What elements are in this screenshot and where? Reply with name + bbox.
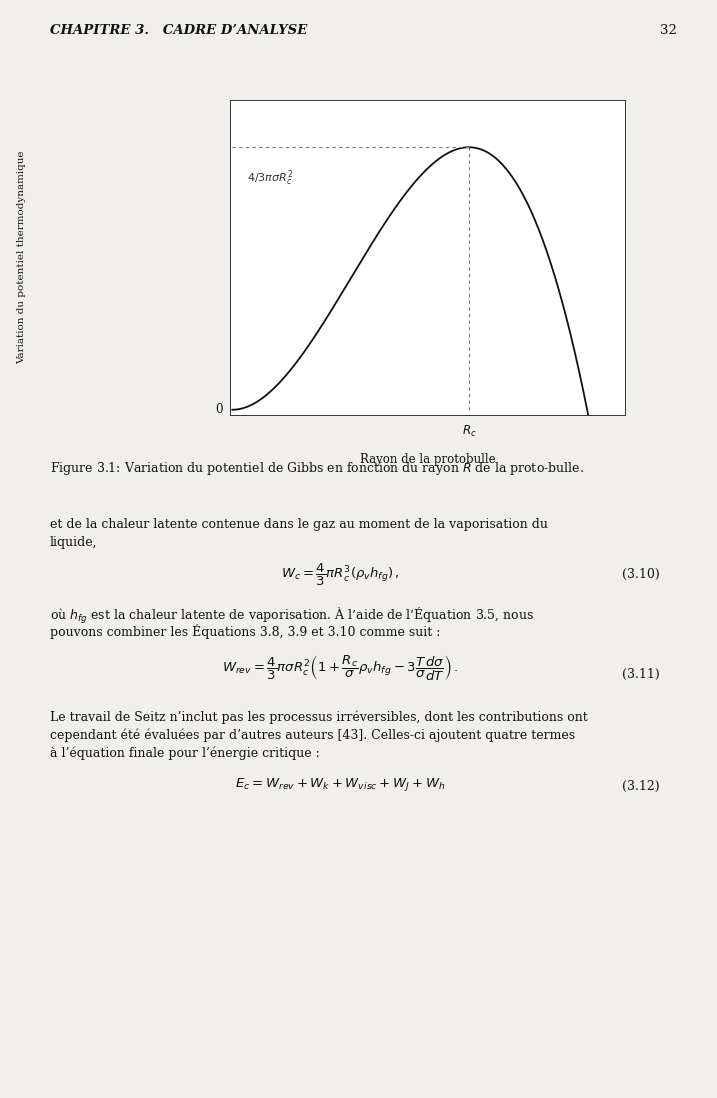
Text: CHAPITRE 3.   CADRE D’ANALYSE: CHAPITRE 3. CADRE D’ANALYSE xyxy=(50,24,308,37)
Text: liquide,: liquide, xyxy=(50,536,98,549)
Text: (3.12): (3.12) xyxy=(622,780,660,793)
Text: $W_{rev} = \dfrac{4}{3}\pi\sigma R_c^2 \left(1 + \dfrac{R_c}{\sigma}\rho_v h_{fg: $W_{rev} = \dfrac{4}{3}\pi\sigma R_c^2 \… xyxy=(222,654,459,683)
Text: $W_c = \dfrac{4}{3}\pi R_c^3(\rho_v h_{fg})\,,$: $W_c = \dfrac{4}{3}\pi R_c^3(\rho_v h_{f… xyxy=(281,562,400,589)
Text: pouvons combiner les Équations 3.8, 3.9 et 3.10 comme suit :: pouvons combiner les Équations 3.8, 3.9 … xyxy=(50,624,440,639)
Text: $4/3\pi\sigma R_c^2$: $4/3\pi\sigma R_c^2$ xyxy=(247,168,293,188)
Text: $R_c$: $R_c$ xyxy=(462,424,476,439)
Text: cependant été évaluées par d’autres auteurs [43]. Celles-ci ajoutent quatre term: cependant été évaluées par d’autres aute… xyxy=(50,728,575,741)
Text: 0: 0 xyxy=(215,403,223,416)
Text: Rayon de la protobulle: Rayon de la protobulle xyxy=(360,453,495,466)
Text: Le travail de Seitz n’inclut pas les processus irréversibles, dont les contribut: Le travail de Seitz n’inclut pas les pro… xyxy=(50,710,588,724)
Text: à l’équation finale pour l’énergie critique :: à l’équation finale pour l’énergie criti… xyxy=(50,746,320,760)
Text: où $h_{fg}$ est la chaleur latente de vaporisation. À l’aide de l’Équation 3.5, : où $h_{fg}$ est la chaleur latente de va… xyxy=(50,606,534,626)
Text: 32: 32 xyxy=(660,24,677,37)
Text: (3.11): (3.11) xyxy=(622,668,660,681)
Text: Figure 3.1: Variation du potentiel de Gibbs en fonction du rayon $R$ de la proto: Figure 3.1: Variation du potentiel de Gi… xyxy=(50,460,584,477)
Text: et de la chaleur latente contenue dans le gaz au moment de la vaporisation du: et de la chaleur latente contenue dans l… xyxy=(50,518,548,531)
Text: Variation du potentiel thermodynamique: Variation du potentiel thermodynamique xyxy=(17,150,26,365)
Text: $E_c = W_{rev} + W_k + W_{visc} + W_J + W_h$: $E_c = W_{rev} + W_k + W_{visc} + W_J + … xyxy=(235,776,446,793)
Text: (3.10): (3.10) xyxy=(622,568,660,581)
